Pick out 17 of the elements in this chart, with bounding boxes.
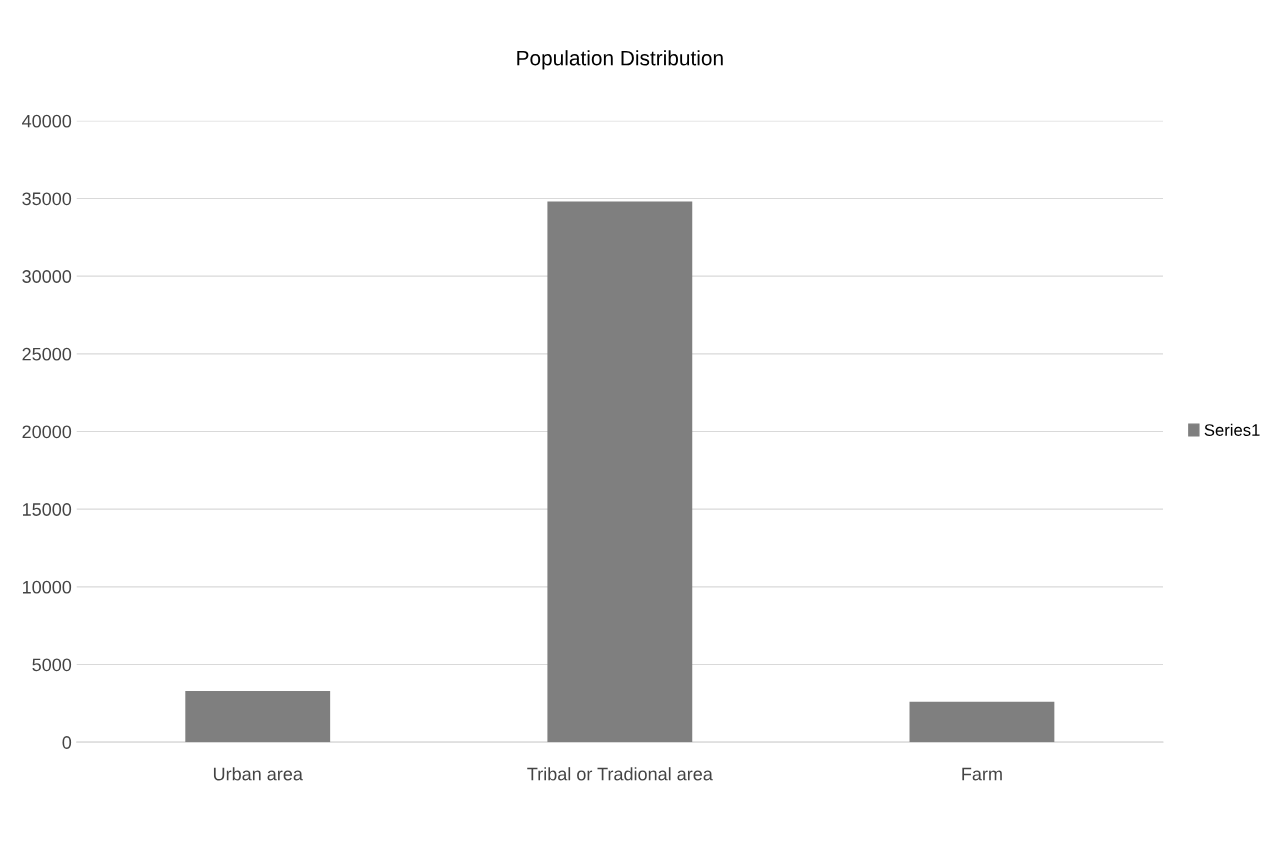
bar [185,690,331,743]
chart-title: Population Distribution [517,50,723,70]
y-tick-label: 5000 [32,658,72,672]
x-tick-label: Tribal or Tradional area [527,767,713,781]
x-tick-label: Farm [962,767,1002,781]
y-tick-label: 20000 [22,425,72,439]
y-tick-label: 0 [62,736,72,749]
bar [909,701,1055,743]
y-tick-label: 10000 [22,580,72,594]
y-tick-label: 35000 [22,192,72,206]
y-tick-label: 30000 [22,270,72,283]
legend-label: Series1 [1204,423,1260,436]
x-tick-label: Urban area [213,767,303,781]
y-tick-label: 15000 [22,503,72,516]
bar [547,201,693,743]
y-tick-label: 40000 [22,114,72,128]
y-tick-label: 25000 [22,347,72,361]
